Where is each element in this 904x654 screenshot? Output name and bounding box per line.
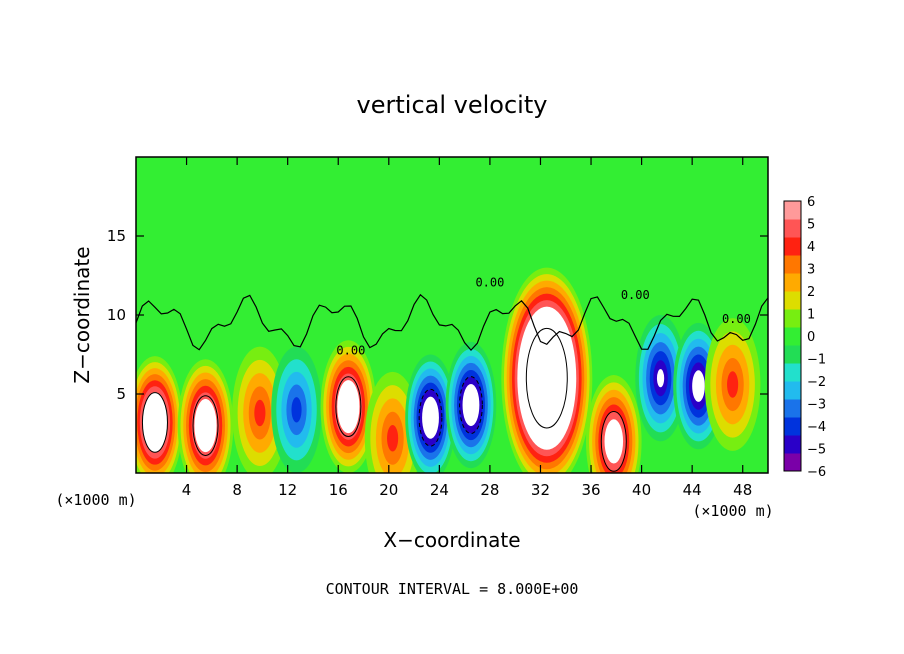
contour-line — [335, 376, 362, 438]
x-tick-label: 28 — [480, 481, 499, 499]
x-tick-label: 4 — [182, 481, 192, 499]
x-tick-label: 24 — [430, 481, 449, 499]
velocity-cell — [704, 318, 761, 451]
colorbar-tick-label: −4 — [807, 420, 826, 435]
contour-label: 0.00 — [621, 288, 650, 302]
colorbar-swatch — [784, 219, 801, 238]
y-tick-label: 5 — [116, 385, 126, 403]
colorbar-tick-label: −2 — [807, 375, 826, 390]
colorbar-tick-label: −1 — [807, 353, 826, 368]
velocity-cell — [320, 340, 377, 473]
colorbar-tick-label: 1 — [807, 308, 815, 323]
velocity-level — [254, 399, 266, 427]
colorbar-tick-label: 5 — [807, 218, 815, 233]
zero-contour — [136, 293, 768, 351]
velocity-cell — [271, 346, 322, 473]
x-axis-title: X−coordinate — [383, 528, 520, 552]
x-tick-label: 44 — [683, 481, 702, 499]
velocity-cell — [364, 371, 421, 473]
colorbar-swatch — [784, 363, 801, 382]
x-tick-label: 8 — [232, 481, 242, 499]
velocity-level — [610, 434, 617, 449]
x-tick-label: 40 — [632, 481, 651, 499]
velocity-level — [291, 397, 302, 423]
colorbar-tick-label: 2 — [807, 285, 815, 300]
velocity-cell — [501, 267, 593, 473]
contour-line — [141, 392, 168, 453]
x-tick-label: 32 — [531, 481, 550, 499]
velocity-level — [427, 410, 434, 425]
velocity-cell — [635, 315, 686, 442]
colorbar-swatch — [784, 291, 801, 310]
colorbar-swatch — [784, 201, 801, 220]
colorbar-tick-label: 6 — [807, 195, 815, 210]
colorbar-swatch — [784, 453, 801, 472]
velocity-level — [202, 418, 209, 433]
contour-label: 0.00 — [722, 312, 751, 326]
velocity-level — [387, 424, 399, 452]
colorbar-swatch — [784, 273, 801, 292]
contour-interval-note: CONTOUR INTERVAL = 8.000E+00 — [326, 580, 579, 598]
x-tick-label: 20 — [379, 481, 398, 499]
contour-line — [192, 395, 219, 456]
y-tick-label: 15 — [107, 227, 126, 245]
x-axis: 4 8 12 16 20 24 28 32 36 40 44 48 — [182, 157, 752, 499]
x-unit-label-left: (×1000 m) — [55, 491, 136, 509]
colorbar-tick-label: −6 — [807, 465, 826, 480]
contour-line — [418, 388, 443, 447]
colorbar-swatch — [784, 399, 801, 418]
colorbar-tick-label: 3 — [807, 263, 815, 278]
colorbar-frame — [783, 200, 802, 472]
contour-line — [459, 376, 483, 434]
velocity-level — [695, 378, 702, 394]
y-axis-title: Z−coordinate — [70, 246, 94, 383]
colorbar-swatch — [784, 345, 801, 364]
contour-line — [525, 327, 568, 429]
colorbar-swatch — [784, 255, 801, 274]
colorbar-swatch — [784, 417, 801, 436]
x-unit-label-right: (×1000 m) — [692, 502, 773, 520]
colorbar-swatch — [784, 381, 801, 400]
colorbar-swatch — [784, 327, 801, 346]
x-tick-label: 16 — [329, 481, 348, 499]
x-tick-label: 12 — [278, 481, 297, 499]
colorbar-tick-label: −5 — [807, 443, 826, 458]
contour-labels: 0.00 0.00 0.00 0.00 — [336, 276, 750, 358]
velocity-level — [727, 371, 739, 398]
velocity-level — [345, 400, 352, 414]
velocity-level — [543, 371, 550, 385]
plot-area: 0.000.000.000.00 4 8 12 16 20 24 28 32 36 40 44 48 … — [107, 156, 769, 499]
velocity-cell — [177, 359, 234, 473]
velocity-cell — [405, 354, 456, 473]
contour-label: 0.00 — [475, 276, 504, 290]
x-tick-label: 36 — [581, 481, 600, 499]
velocity-cell — [445, 341, 497, 469]
contour-label: 0.00 — [336, 344, 365, 358]
velocity-level — [656, 369, 665, 388]
velocity-cell — [232, 346, 288, 473]
colorbar-tick-label: −3 — [807, 398, 826, 413]
colorbar-tick-label: 4 — [807, 240, 815, 255]
chart-title: vertical velocity — [357, 91, 548, 119]
velocity-level — [467, 398, 474, 413]
x-tick-label: 48 — [733, 481, 752, 499]
colorbar-swatch — [784, 435, 801, 454]
y-axis: 5 10 15 — [107, 227, 768, 403]
contour-lines — [136, 293, 768, 472]
contour-line — [600, 411, 627, 472]
colorbar-swatch — [784, 237, 801, 256]
velocity-level — [151, 416, 158, 429]
colorbar: 6 5 4 3 2 1 0 −1 −2 −3 −4 −5 −6 — [783, 195, 826, 480]
colorbar-swatch — [784, 309, 801, 328]
y-tick-label: 10 — [107, 306, 126, 324]
colorbar-tick-label: 0 — [807, 330, 815, 345]
